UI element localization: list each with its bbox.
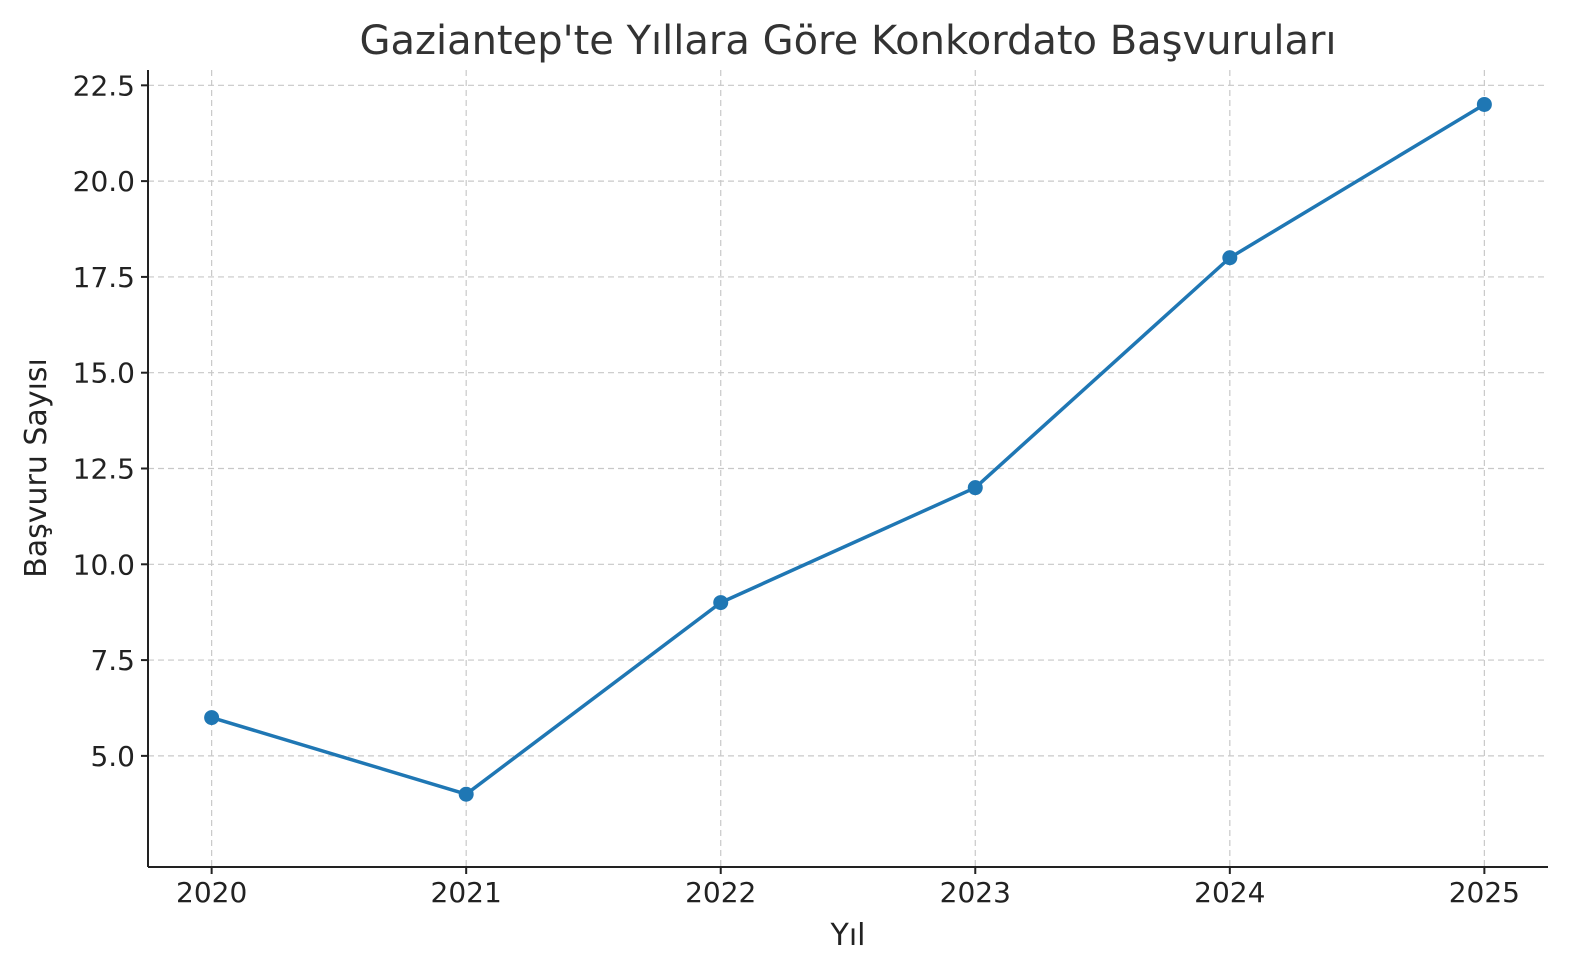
chart-title: Gaziantep'te Yıllara Göre Konkordato Baş… bbox=[359, 18, 1336, 64]
x-tick-label: 2025 bbox=[1449, 876, 1520, 909]
x-tick-label: 2023 bbox=[940, 876, 1011, 909]
x-tick-label: 2024 bbox=[1194, 876, 1265, 909]
x-axis-ticks: 2020 2021 2022 2023 2024 2025 bbox=[176, 867, 1520, 909]
data-point bbox=[458, 786, 474, 802]
y-tick-label: 5.0 bbox=[90, 740, 135, 773]
y-tick-label: 12.5 bbox=[73, 453, 135, 486]
x-axis-label: Yıl bbox=[830, 918, 866, 953]
y-tick-label: 15.0 bbox=[73, 357, 135, 390]
y-axis-ticks: 5.0 7.5 10.0 12.5 15.0 17.5 20.0 22.5 bbox=[73, 69, 148, 773]
y-tick-label: 20.0 bbox=[73, 165, 135, 198]
y-tick-label: 7.5 bbox=[90, 644, 135, 677]
y-tick-label: 10.0 bbox=[73, 548, 135, 581]
data-point bbox=[204, 710, 220, 726]
y-axis-label: Başvuru Sayısı bbox=[19, 358, 54, 578]
data-point bbox=[967, 480, 983, 496]
grid-lines bbox=[148, 70, 1548, 867]
y-tick-label: 22.5 bbox=[73, 69, 135, 102]
data-point bbox=[1222, 250, 1238, 266]
x-tick-label: 2022 bbox=[685, 876, 756, 909]
series-line bbox=[211, 102, 1486, 796]
x-tick-label: 2020 bbox=[176, 876, 247, 909]
y-tick-label: 17.5 bbox=[73, 261, 135, 294]
series-group bbox=[204, 96, 1492, 802]
data-point bbox=[713, 595, 729, 611]
x-tick-label: 2021 bbox=[431, 876, 502, 909]
data-point bbox=[1476, 96, 1492, 112]
